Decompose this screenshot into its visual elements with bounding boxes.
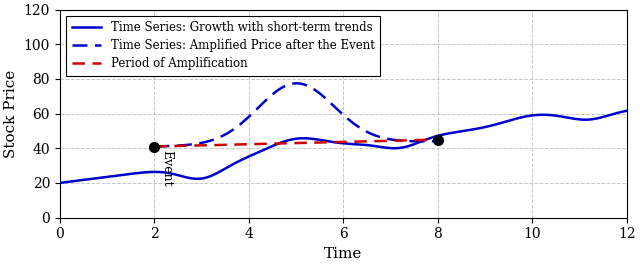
Y-axis label: Stock Price: Stock Price: [4, 69, 18, 158]
Time Series: Growth with short-term trends: (7.14, 40.1): Growth with short-term trends: (7.14, 40…: [394, 147, 401, 150]
Legend: Time Series: Growth with short-term trends, Time Series: Amplified Price after t: Time Series: Growth with short-term tren…: [66, 16, 380, 76]
Period of Amplification: [434, 138, 442, 141]
Period of Amplification: [150, 145, 158, 148]
Time Series: Growth with short-term trends: (9.84, 58.2): Growth with short-term trends: (9.84, 58…: [521, 115, 529, 118]
Line: Period of Amplification: Period of Amplification: [154, 140, 438, 147]
Time Series: Amplified Price after the Event: (7.46, 44.1): Amplified Price after the Event: (7.46, …: [408, 140, 416, 143]
Time Series: Amplified Price after the Event: (5.01, 77.5): Amplified Price after the Event: (5.01, …: [292, 82, 300, 85]
Period of Amplification: [319, 141, 327, 144]
Time Series: Growth with short-term trends: (11.7, 59.8): Growth with short-term trends: (11.7, 59…: [609, 112, 617, 116]
Period of Amplification: [216, 143, 224, 147]
Time Series: Growth with short-term trends: (5.77, 43.6): Growth with short-term trends: (5.77, 43…: [329, 140, 337, 144]
Time Series: Amplified Price after the Event: (7.08, 44.8): Amplified Price after the Event: (7.08, …: [390, 138, 398, 142]
Time Series: Amplified Price after the Event: (8, 44): Amplified Price after the Event: (8, 44): [434, 140, 442, 143]
Text: Event: Event: [160, 150, 173, 187]
Time Series: Amplified Price after the Event: (5.59, 69.5): Amplified Price after the Event: (5.59, …: [320, 95, 328, 99]
Time Series: Amplified Price after the Event: (2.02, 41): Amplified Price after the Event: (2.02, …: [152, 145, 159, 148]
Time Series: Growth with short-term trends: (0, 20): Growth with short-term trends: (0, 20): [56, 181, 63, 184]
Period of Amplification: [296, 141, 304, 144]
Time Series: Amplified Price after the Event: (5.57, 70): Amplified Price after the Event: (5.57, …: [319, 95, 327, 98]
Time Series: Growth with short-term trends: (6.49, 41.9): Growth with short-term trends: (6.49, 41…: [363, 143, 371, 147]
Line: Time Series: Growth with short-term trends: Time Series: Growth with short-term tren…: [60, 111, 627, 183]
Time Series: Amplified Price after the Event: (2, 41): Amplified Price after the Event: (2, 41): [150, 145, 158, 148]
Time Series: Growth with short-term trends: (5.7, 43.9): Growth with short-term trends: (5.7, 43.…: [325, 140, 333, 143]
X-axis label: Time: Time: [324, 247, 363, 261]
Period of Amplification: [420, 138, 428, 142]
Time Series: Growth with short-term trends: (12, 61.6): Growth with short-term trends: (12, 61.6…: [623, 109, 631, 112]
Period of Amplification: [411, 139, 419, 142]
Line: Time Series: Amplified Price after the Event: Time Series: Amplified Price after the E…: [154, 83, 438, 147]
Period of Amplification: [205, 144, 212, 147]
Time Series: Amplified Price after the Event: (5.69, 67.1): Amplified Price after the Event: (5.69, …: [325, 100, 333, 103]
